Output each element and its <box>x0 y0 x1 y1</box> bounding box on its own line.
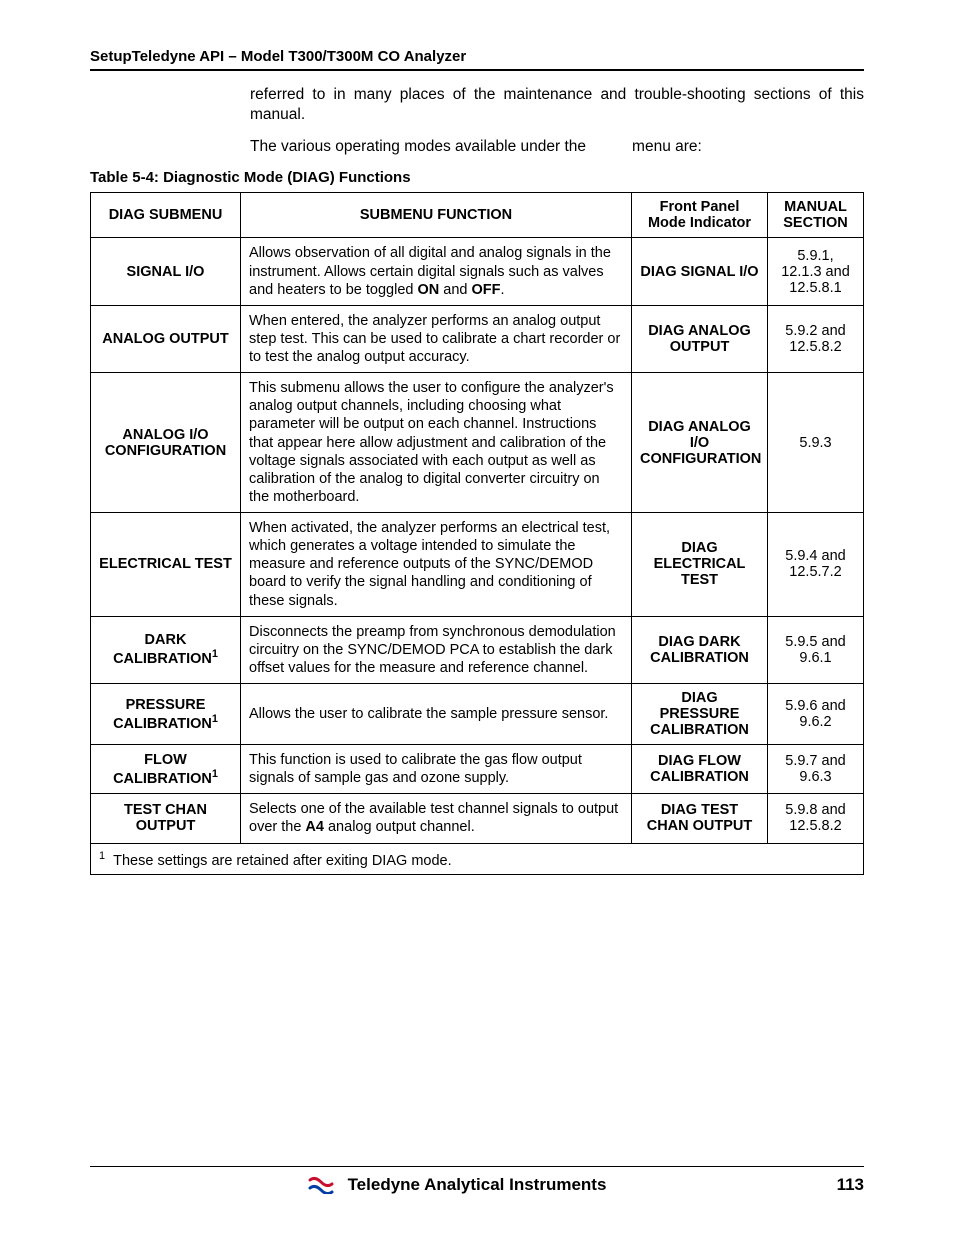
table-row: ANALOG I/O CONFIGURATIONThis submenu all… <box>91 373 864 513</box>
cell-section: 5.9.3 <box>768 373 864 513</box>
intro-p2-part-b: menu are: <box>632 138 702 155</box>
cell-indicator: DIAG PRESSURE CALIBRATION <box>632 684 768 745</box>
cell-function: When entered, the analyzer performs an a… <box>241 305 632 372</box>
cell-indicator: DIAG FLOW CALIBRATION <box>632 745 768 794</box>
footer-page-number: 113 <box>837 1175 864 1195</box>
cell-function: Disconnects the preamp from synchronous … <box>241 616 632 683</box>
table-row: PRESSURE CALIBRATION1Allows the user to … <box>91 684 864 745</box>
table-row: ELECTRICAL TESTWhen activated, the analy… <box>91 513 864 617</box>
cell-section: 5.9.1, 12.1.3 and 12.5.8.1 <box>768 238 864 305</box>
logo-icon <box>308 1176 334 1194</box>
intro-p2-part-a: The various operating modes available un… <box>250 138 586 155</box>
cell-function: This submenu allows the user to configur… <box>241 373 632 513</box>
cell-indicator: DIAG SIGNAL I/O <box>632 238 768 305</box>
cell-indicator: DIAG ANALOG I/O CONFIGURATION <box>632 373 768 513</box>
table-header-row: DIAG SUBMENU SUBMENU FUNCTION Front Pane… <box>91 193 864 238</box>
intro-block: referred to in many places of the mainte… <box>250 85 864 157</box>
table-row: FLOW CALIBRATION1This function is used t… <box>91 745 864 794</box>
table-row: SIGNAL I/OAllows observation of all digi… <box>91 238 864 305</box>
table-row: ANALOG OUTPUTWhen entered, the analyzer … <box>91 305 864 372</box>
cell-function: Allows observation of all digital and an… <box>241 238 632 305</box>
page-container: SetupTeledyne API – Model T300/T300M CO … <box>0 0 954 1235</box>
cell-section: 5.9.6 and 9.6.2 <box>768 684 864 745</box>
cell-submenu: ANALOG OUTPUT <box>91 305 241 372</box>
cell-function: Allows the user to calibrate the sample … <box>241 684 632 745</box>
cell-section: 5.9.7 and 9.6.3 <box>768 745 864 794</box>
cell-indicator: DIAG ELECTRICAL TEST <box>632 513 768 617</box>
footnote-text: These settings are retained after exitin… <box>113 852 452 868</box>
th-function: SUBMENU FUNCTION <box>241 193 632 238</box>
cell-submenu: TEST CHAN OUTPUT <box>91 794 241 843</box>
th-section: MANUAL SECTION <box>768 193 864 238</box>
page-header: SetupTeledyne API – Model T300/T300M CO … <box>90 48 864 71</box>
cell-section: 5.9.4 and 12.5.7.2 <box>768 513 864 617</box>
table-footnote-row: 1 These settings are retained after exit… <box>91 843 864 875</box>
cell-submenu: ANALOG I/O CONFIGURATION <box>91 373 241 513</box>
cell-submenu: DARK CALIBRATION1 <box>91 616 241 683</box>
cell-section: 5.9.8 and 12.5.8.2 <box>768 794 864 843</box>
cell-indicator: DIAG ANALOG OUTPUT <box>632 305 768 372</box>
page-footer: Teledyne Analytical Instruments 113 <box>90 1166 864 1195</box>
cell-indicator: DIAG TEST CHAN OUTPUT <box>632 794 768 843</box>
cell-section: 5.9.5 and 9.6.1 <box>768 616 864 683</box>
table-caption: Table 5-4: Diagnostic Mode (DIAG) Functi… <box>90 169 864 186</box>
cell-section: 5.9.2 and 12.5.8.2 <box>768 305 864 372</box>
intro-paragraph-1: referred to in many places of the mainte… <box>250 85 864 125</box>
th-indicator: Front Panel Mode Indicator <box>632 193 768 238</box>
cell-submenu: FLOW CALIBRATION1 <box>91 745 241 794</box>
table-footnote: 1 These settings are retained after exit… <box>91 843 864 875</box>
diag-table: DIAG SUBMENU SUBMENU FUNCTION Front Pane… <box>90 192 864 875</box>
footnote-sup: 1 <box>99 850 105 862</box>
cell-submenu: PRESSURE CALIBRATION1 <box>91 684 241 745</box>
table-row: DARK CALIBRATION1Disconnects the preamp … <box>91 616 864 683</box>
cell-function: This function is used to calibrate the g… <box>241 745 632 794</box>
cell-indicator: DIAG DARK CALIBRATION <box>632 616 768 683</box>
footer-company: Teledyne Analytical Instruments <box>90 1175 864 1195</box>
th-submenu: DIAG SUBMENU <box>91 193 241 238</box>
cell-submenu: SIGNAL I/O <box>91 238 241 305</box>
intro-paragraph-2: The various operating modes available un… <box>250 137 864 157</box>
table-row: TEST CHAN OUTPUTSelects one of the avail… <box>91 794 864 843</box>
cell-submenu: ELECTRICAL TEST <box>91 513 241 617</box>
cell-function: When activated, the analyzer performs an… <box>241 513 632 617</box>
cell-function: Selects one of the available test channe… <box>241 794 632 843</box>
